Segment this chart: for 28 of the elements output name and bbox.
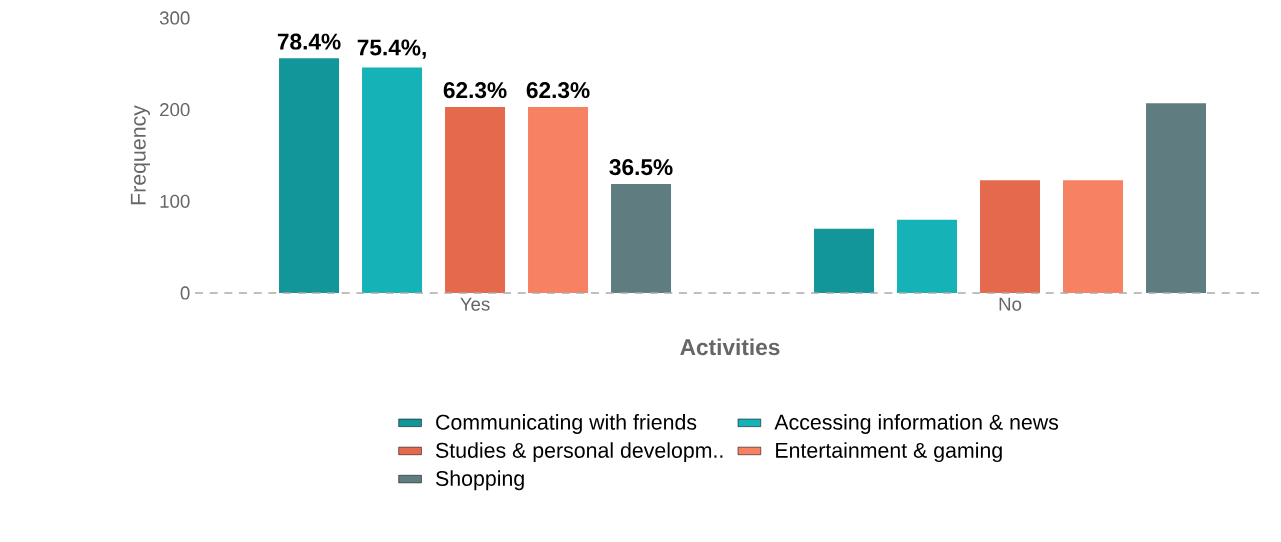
bar [362,67,423,293]
bar [980,180,1041,293]
y-axis-title: Frequency [130,105,151,205]
x-tick-label: Yes [460,297,490,311]
legend-label: Entertainment & gaming [776,442,1002,463]
x-axis-title: Activities [680,338,780,356]
y-tick-label: 0 [180,286,190,300]
y-tick-label: 200 [160,103,190,117]
bar [814,228,875,293]
legend-label: Communicating with friends [436,414,697,434]
y-tick-label: 300 [159,11,190,25]
x-tick-label: No [999,297,1022,311]
annotation: 36.5% [609,159,673,176]
bar [1063,180,1124,293]
bar [897,219,958,293]
bar [528,106,589,293]
annotation: 62.3% [526,82,590,99]
annotation: 75.4%, [357,39,426,59]
bar [611,183,672,293]
legend-label: Shopping [436,470,524,491]
bar [1146,103,1207,293]
annotation: 62.3% [443,82,507,99]
y-tick-label: 100 [160,194,190,208]
legend-label: Studies & personal developm.. [436,442,723,463]
bar [445,106,506,293]
annotation: 78.4% [277,33,341,50]
bar [279,58,340,293]
legend-label: Accessing information & news [774,414,1059,434]
